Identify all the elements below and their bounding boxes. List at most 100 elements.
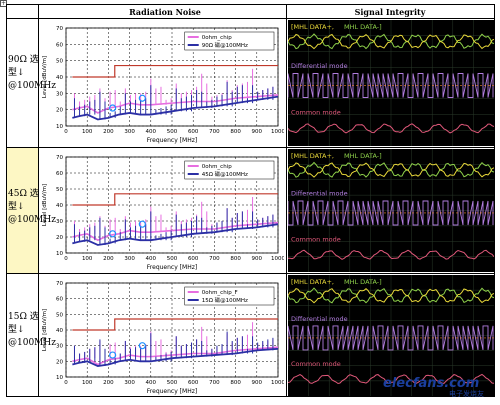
- y-tick-label: 10: [56, 251, 63, 257]
- row-divider-2: [6, 273, 495, 274]
- scope-label-data-plus: [MHL DATA+,: [291, 152, 334, 160]
- x-axis-label: Frequency [MHz]: [147, 388, 197, 395]
- legend-box: [184, 160, 275, 180]
- x-tick-label: 800: [230, 256, 241, 262]
- peak-marker: [109, 351, 117, 359]
- y-tick-label: 50: [56, 312, 63, 318]
- radiation-chart-3: 0 100 200 300 400 500 600 700 800 900 1000 10 20 30 40…: [42, 281, 284, 395]
- x-tick-label: 400: [146, 256, 157, 262]
- x-tick-label: 200: [103, 380, 114, 386]
- x-tick-label: 500: [167, 129, 178, 135]
- x-tick-label: 700: [209, 129, 220, 135]
- scope-label-data-minus: MHL DATA-]: [344, 152, 382, 160]
- legend-label-1: 90Ω 磁@100MHz: [202, 41, 248, 49]
- x-tick-label: 900: [252, 380, 263, 386]
- peak-marker: [138, 94, 146, 102]
- common-mode-trace: [288, 373, 494, 385]
- y-tick-label: 30: [56, 219, 63, 225]
- y-tick-label: 60: [56, 171, 63, 177]
- x-tick-label: 400: [146, 129, 157, 135]
- scope-screen-1: [MHL DATA+, MHL DATA-] Differential mode Co…: [288, 20, 494, 146]
- scope-label-differential: Differential mode: [291, 62, 348, 70]
- x-tick-label: 900: [252, 129, 263, 135]
- y-tick-label: 40: [56, 203, 63, 209]
- row-label-2-line-2: 型↓: [8, 202, 25, 212]
- x-tick-label: 1000: [271, 256, 284, 262]
- common-mode-trace: [288, 249, 494, 260]
- row-divider-1: [6, 147, 495, 148]
- header-radiation-noise: Radiation Noise: [129, 7, 201, 17]
- x-tick-label: 700: [209, 256, 220, 262]
- differential-trace: [288, 325, 494, 351]
- limit-line: [72, 318, 278, 331]
- peak-marker: [109, 230, 117, 238]
- x-tick-label: 600: [188, 380, 199, 386]
- x-tick-label: 1000: [271, 380, 284, 386]
- y-tick-label: 30: [56, 91, 63, 97]
- x-tick-label: 500: [167, 256, 178, 262]
- scope-label-differential: Differential mode: [291, 190, 348, 198]
- y-tick-label: 20: [56, 359, 63, 365]
- legend-label-0: 0ohm_chip: [202, 35, 232, 41]
- legend-box: [184, 31, 275, 51]
- y-tick-label: 30: [56, 344, 63, 350]
- x-tick-label: 900: [252, 256, 263, 262]
- x-tick-label: 100: [82, 256, 93, 262]
- limit-line: [72, 193, 278, 206]
- x-tick-label: 200: [103, 129, 114, 135]
- y-tick-label: 70: [56, 281, 63, 287]
- comparison-table: [6, 4, 495, 397]
- y-tick-label: 60: [56, 297, 63, 303]
- row-label-3-line-2: 型↓: [8, 325, 25, 335]
- y-tick-label: 20: [56, 235, 63, 241]
- y-axis-label: Level [dBuV/m]: [42, 309, 48, 351]
- y-tick-label: 10: [56, 124, 63, 130]
- radiation-chart-1: 0 100 200 300 400 500 600 700 800 900 1000 10 20 30 40…: [42, 26, 284, 144]
- row-label-3: 15Ω 选 型↓ @100MHz: [8, 311, 56, 350]
- series-line-1: [72, 347, 279, 367]
- scope-label-common: Common mode: [291, 235, 341, 243]
- x-tick-label: 0: [64, 129, 68, 135]
- x-axis-label: Frequency [MHz]: [147, 137, 197, 144]
- x-tick-label: 700: [209, 380, 220, 386]
- peak-marker: [109, 104, 117, 112]
- y-tick-label: 40: [56, 75, 63, 81]
- common-mode-trace: [288, 123, 494, 134]
- x-tick-label: 300: [124, 256, 135, 262]
- x-tick-label: 0: [64, 380, 68, 386]
- differential-trace: [288, 73, 494, 98]
- scope-label-data-minus: MHL DATA-]: [344, 278, 382, 286]
- legend-label-0: 0ohm_chip: [202, 164, 232, 170]
- x-tick-label: 100: [82, 380, 93, 386]
- y-tick-label: 40: [56, 328, 63, 334]
- y-tick-label: 10: [56, 375, 63, 381]
- x-tick-label: 500: [167, 380, 178, 386]
- x-tick-label: 300: [124, 380, 135, 386]
- peak-marker: [138, 220, 146, 228]
- radiation-chart-2: 0 100 200 300 400 500 600 700 800 900 1000 10 20 30 40…: [42, 155, 284, 271]
- x-tick-label: 300: [124, 129, 135, 135]
- scope-label-common: Common mode: [291, 360, 341, 368]
- table-anchor-icon: +: [0, 0, 7, 7]
- scope-label-data-plus: [MHL DATA+,: [291, 278, 334, 286]
- differential-trace: [288, 200, 494, 226]
- x-tick-label: 400: [146, 380, 157, 386]
- signal-column-divider: [286, 4, 287, 397]
- y-tick-label: 20: [56, 108, 63, 114]
- y-tick-label: 70: [56, 155, 63, 161]
- x-tick-label: 800: [230, 380, 241, 386]
- y-tick-label: 60: [56, 42, 63, 48]
- row-label-1-line-2: 型↓: [8, 68, 25, 78]
- data-plus-trace: [288, 33, 494, 50]
- row-label-1-line-1: 90Ω 选: [8, 55, 39, 65]
- row-label-2: 45Ω 选 型↓ @100MHz: [8, 188, 56, 227]
- watermark-cn: 电子发烧友: [449, 390, 484, 398]
- limit-line: [72, 64, 278, 78]
- peak-marker: [138, 342, 146, 350]
- x-tick-label: 1000: [271, 129, 284, 135]
- x-tick-label: 600: [188, 256, 199, 262]
- x-tick-label: 0: [64, 256, 68, 262]
- row-2-highlight: [7, 148, 38, 273]
- legend-box: [184, 286, 275, 306]
